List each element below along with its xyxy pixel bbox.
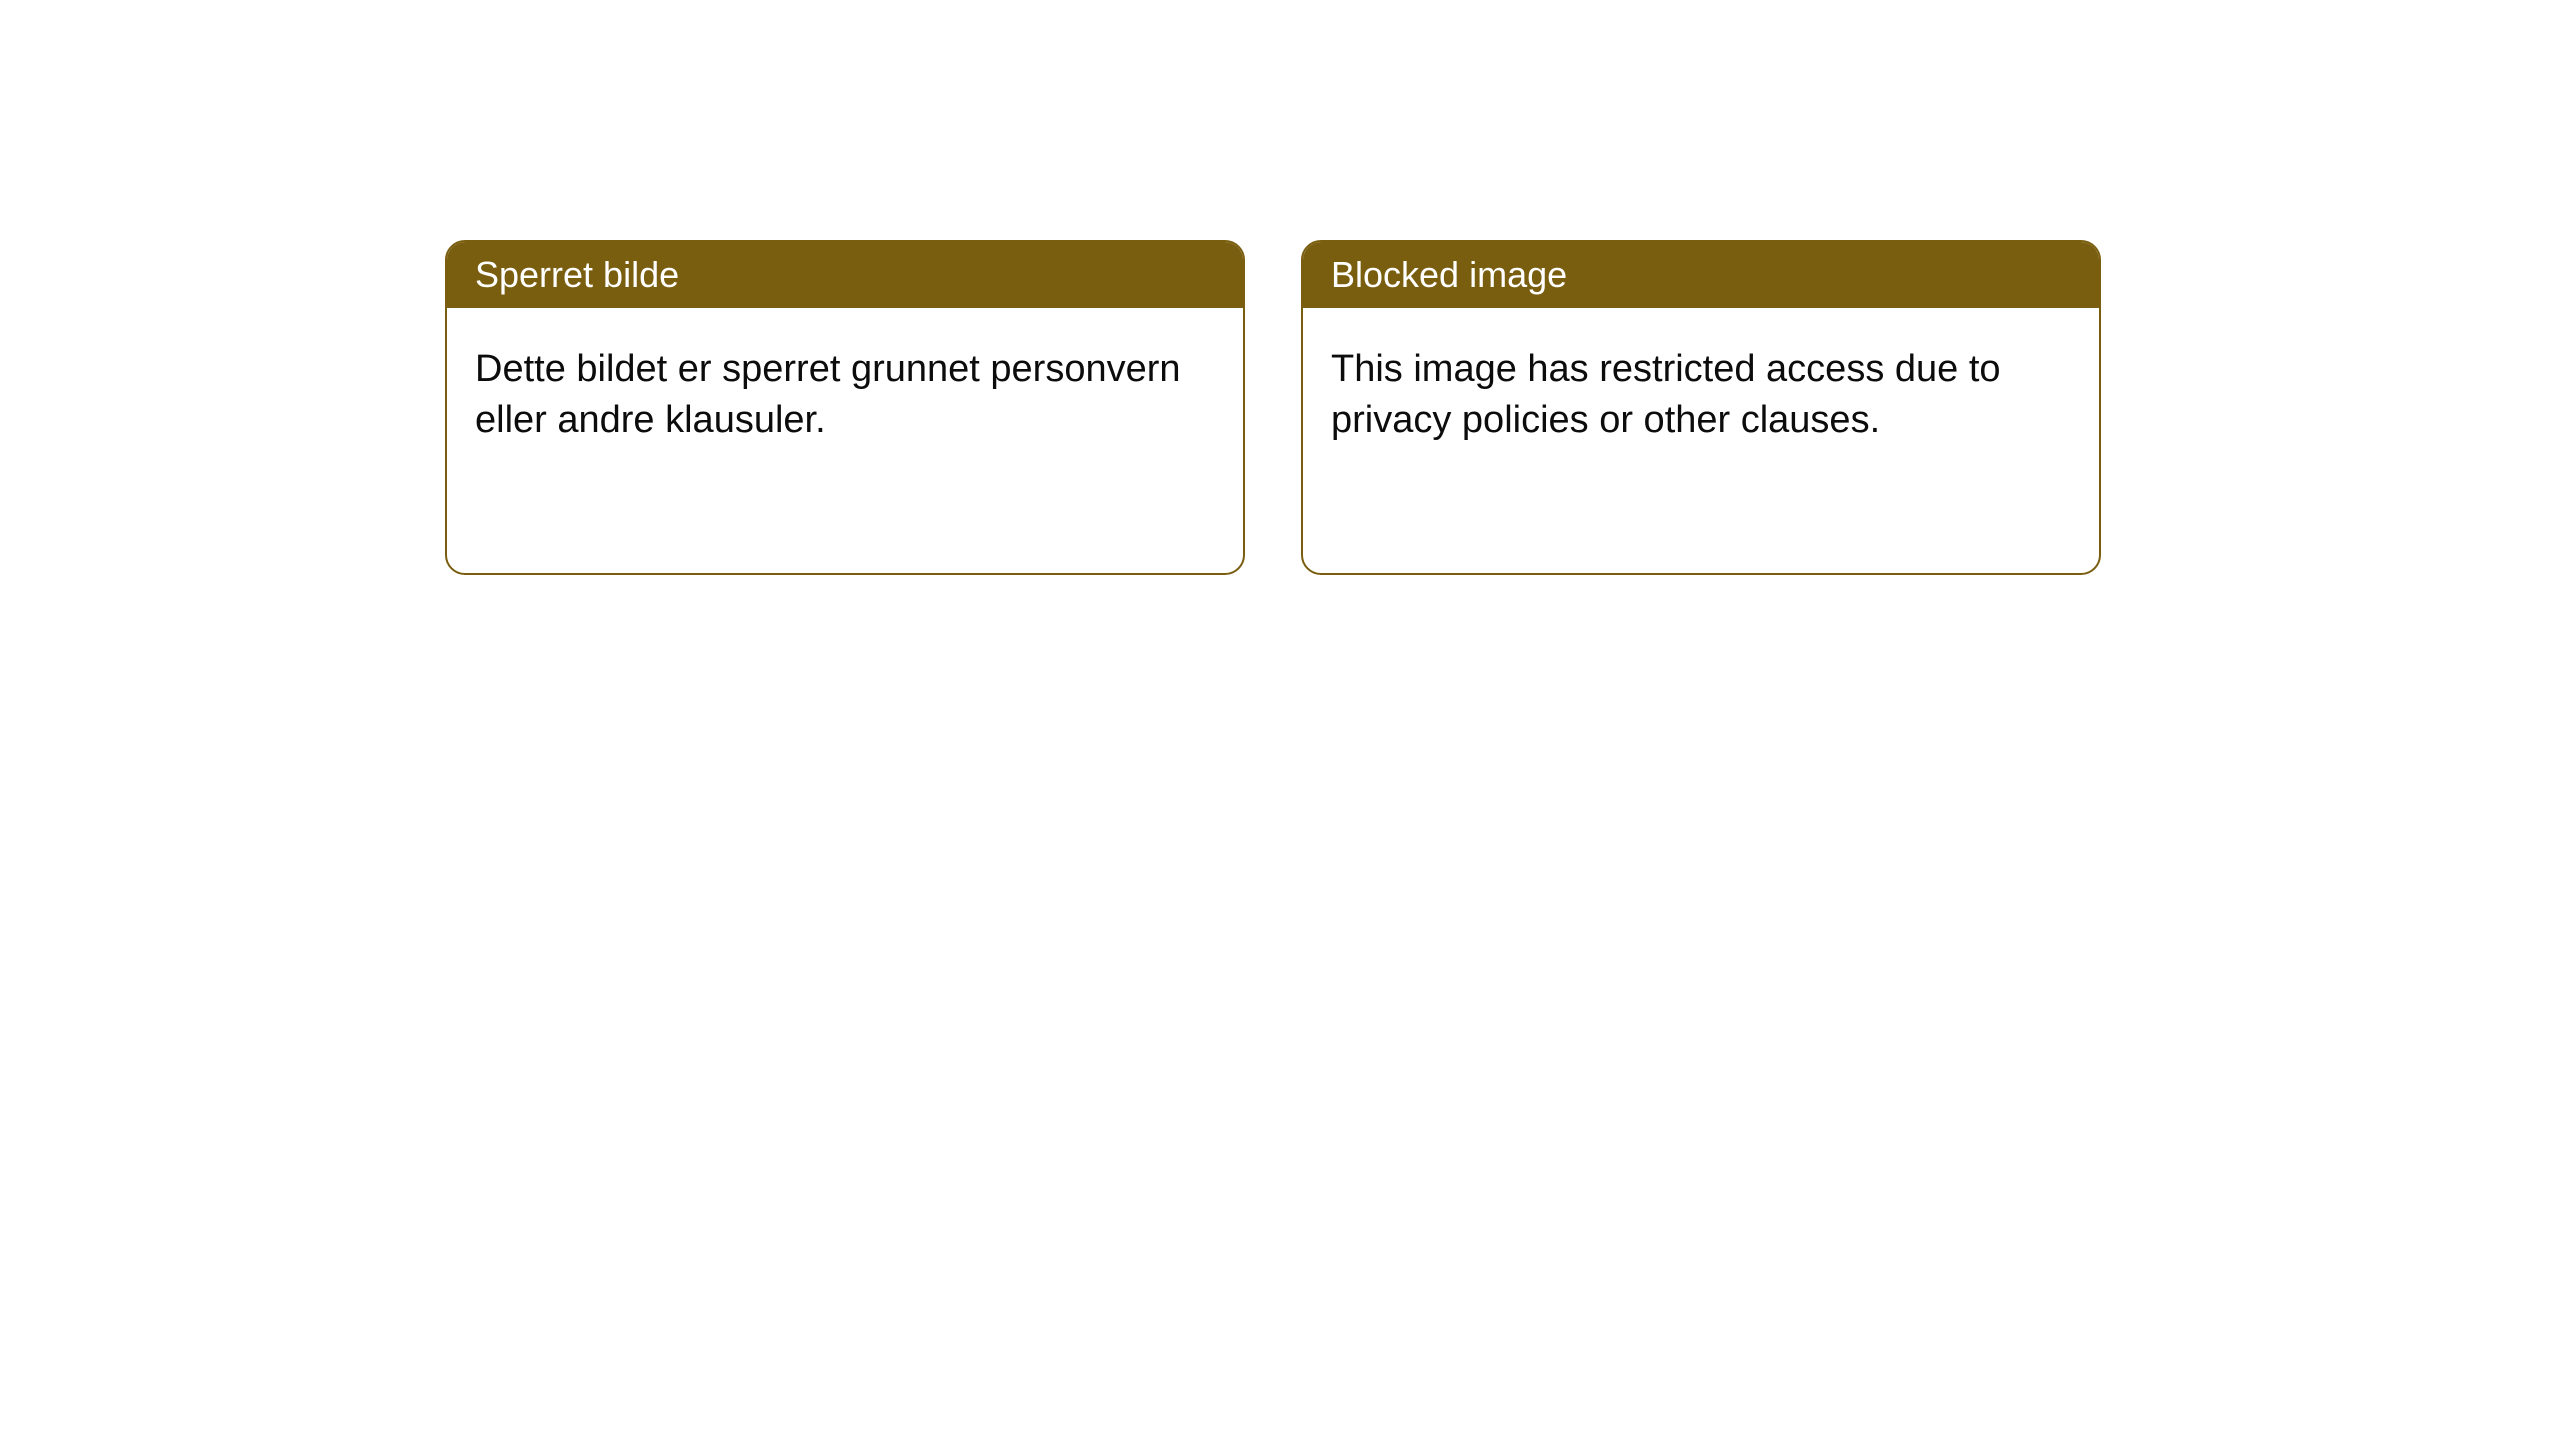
notice-title: Blocked image xyxy=(1331,254,1567,295)
notice-header: Sperret bilde xyxy=(447,242,1243,308)
notice-header: Blocked image xyxy=(1303,242,2099,308)
notice-message: Dette bildet er sperret grunnet personve… xyxy=(475,348,1181,441)
notice-container: Sperret bilde Dette bildet er sperret gr… xyxy=(0,0,2560,575)
notice-body: Dette bildet er sperret grunnet personve… xyxy=(447,308,1243,483)
notice-card-english: Blocked image This image has restricted … xyxy=(1301,240,2101,575)
notice-body: This image has restricted access due to … xyxy=(1303,308,2099,483)
notice-card-norwegian: Sperret bilde Dette bildet er sperret gr… xyxy=(445,240,1245,575)
notice-message: This image has restricted access due to … xyxy=(1331,348,2001,441)
notice-title: Sperret bilde xyxy=(475,254,679,295)
